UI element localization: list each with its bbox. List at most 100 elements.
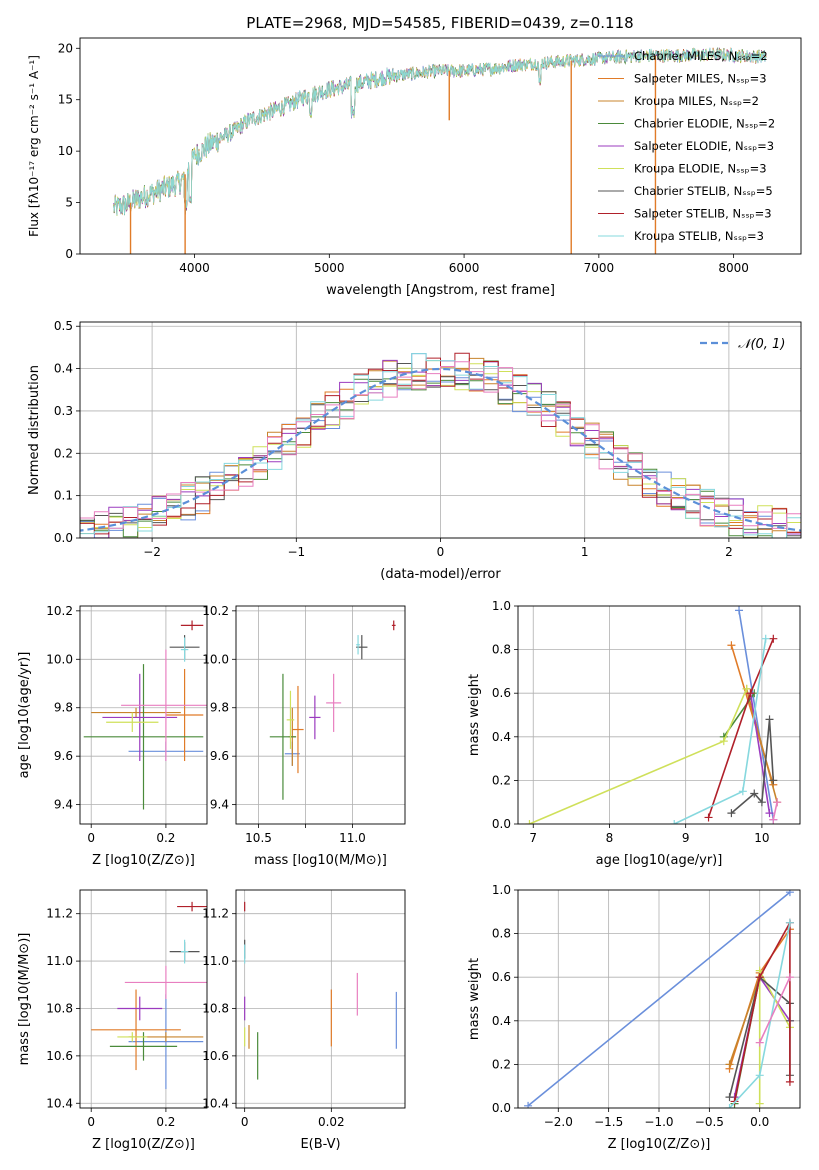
y-tick-label: 0	[65, 247, 73, 261]
weight-series	[738, 610, 775, 820]
y-tick-label: 0.3	[54, 404, 73, 418]
y-axis-label: mass weight	[467, 674, 482, 756]
y-tick-label: 0.2	[492, 1057, 511, 1071]
y-tick-label: 9.8	[210, 701, 229, 715]
errorbars	[83, 620, 207, 810]
weight-marker	[755, 973, 764, 982]
histogram-steps	[80, 352, 801, 538]
errorbars	[91, 901, 207, 1090]
weight-marker	[750, 789, 759, 798]
y-tick-label: 10.8	[46, 1001, 73, 1015]
legend-label: Kroupa STELIB, Nₛₛₚ=3	[634, 229, 764, 243]
age-vs-metallicity-panel: 0 0.2 9.4 9.6 9.8 10.0 10.2 Z [log10(Z/Z⊙)] age …	[17, 604, 208, 868]
weight-marker	[525, 820, 534, 824]
x-tick-label: −1.0	[644, 1115, 673, 1129]
weight-series	[527, 891, 791, 1107]
mass-vs-metallicity-panel: 0 0.2 10.4 10.6 10.8 11.0 11.2 Z [log10(Z/Z⊙)] m…	[17, 889, 208, 1152]
weight-marker	[769, 776, 778, 785]
weight-marker	[755, 1038, 764, 1047]
weight-marker	[785, 918, 794, 927]
weight-marker	[738, 787, 747, 796]
weight-vs-metallicity-panel: −2.0 −1.5 −1.0 −0.5 0.0 0.0 0.2 0.4 0.6 0.8 1.0 Z […	[467, 883, 801, 1152]
x-tick-label: 5000	[314, 261, 345, 275]
x-tick-label: 0.02	[318, 1115, 345, 1129]
errorbars	[244, 901, 397, 1080]
y-tick-label: 0.4	[492, 730, 511, 744]
y-tick-label: 10.8	[202, 1001, 229, 1015]
weight-series	[529, 688, 748, 824]
weight-series	[772, 802, 778, 820]
y-tick-label: 20	[58, 41, 73, 55]
weight-marker	[755, 1071, 764, 1080]
legend-label: Chabrier MILES, Nₛₛₚ=2	[634, 49, 768, 63]
y-tick-label: 1.0	[492, 599, 511, 613]
y-tick-label: 5	[65, 196, 73, 210]
y-tick-label: 10.0	[202, 652, 229, 666]
x-tick-label: 0.2	[156, 831, 175, 845]
weight-marker	[773, 798, 782, 807]
x-tick-label: 0	[241, 1115, 249, 1129]
y-axis-label: Flux [fλ10⁻¹⁷ erg cm⁻² s⁻¹ A⁻¹]	[27, 55, 41, 237]
y-tick-label: 9.4	[54, 798, 73, 812]
y-tick-label: 10.4	[46, 1096, 73, 1110]
legend-label: Chabrier STELIB, Nₛₛₚ=5	[634, 184, 773, 198]
weight-marker	[757, 798, 766, 807]
weight-marker	[725, 1104, 734, 1108]
axes-frame	[517, 889, 801, 1109]
x-axis-label: E(B-V)	[300, 1137, 340, 1152]
spectrum-lines	[113, 46, 767, 254]
weight-series	[749, 693, 771, 814]
y-tick-label: 0.2	[492, 773, 511, 787]
y-tick-label: 11.0	[46, 954, 73, 968]
x-tick-label: 10.5	[245, 831, 272, 845]
y-axis-label: mass [log10(M/M⊙)]	[17, 933, 32, 1066]
y-tick-label: 10.0	[46, 652, 73, 666]
legend-label: 𝒩(0, 1)	[738, 337, 785, 352]
x-tick-label: 4000	[179, 261, 210, 275]
x-tick-label: −1	[287, 545, 305, 559]
y-tick-label: 0.0	[492, 1101, 511, 1115]
legend-label: Salpeter MILES, Nₛₛₚ=3	[634, 72, 767, 86]
weight-series	[745, 688, 778, 803]
y-axis-label: age [log10(age/yr)]	[17, 652, 32, 779]
weight-series	[728, 976, 761, 1065]
weight-marker	[769, 634, 778, 643]
y-tick-label: 15	[58, 93, 73, 107]
weight-marker	[719, 737, 728, 746]
y-tick-label: 0.6	[492, 970, 511, 984]
x-axis-label: mass [log10(M/M⊙)]	[254, 853, 387, 868]
x-tick-label: 8	[606, 831, 614, 845]
weight-marker	[704, 813, 713, 822]
y-tick-label: 10.4	[202, 1096, 229, 1110]
legend-label: Chabrier ELODIE, Nₛₛₚ=2	[634, 117, 775, 131]
y-axis-label: mass weight	[467, 958, 482, 1040]
y-tick-label: 11.2	[202, 907, 229, 921]
y-tick-label: 10.6	[202, 1049, 229, 1063]
x-tick-label: −2	[143, 545, 161, 559]
y-tick-label: 0.8	[492, 643, 511, 657]
mass-vs-extinction-panel: 0 0.02 10.4 10.6 10.8 11.0 11.2 E(B-V)	[202, 889, 406, 1152]
y-tick-label: 0.1	[54, 489, 73, 503]
x-axis-label: Z [log10(Z/Z⊙)]	[608, 1137, 711, 1152]
x-tick-label: 8000	[718, 261, 749, 275]
y-tick-label: 10.6	[46, 1049, 73, 1063]
axes-frame	[79, 889, 208, 1109]
spectrum-panel: 4000 5000 6000 7000 8000 0 5 10 15 20 wavelength […	[27, 37, 802, 298]
x-tick-label: −0.5	[695, 1115, 724, 1129]
y-tick-label: 11.0	[202, 954, 229, 968]
y-tick-label: 10.2	[46, 604, 73, 618]
weight-marker	[725, 1093, 734, 1102]
x-axis-label: Z [log10(Z/Z⊙)]	[92, 1137, 195, 1152]
weight-marker	[765, 809, 774, 818]
legend-label: Salpeter STELIB, Nₛₛₚ=3	[634, 207, 772, 221]
weight-vs-age-panel: 7 8 9 10 0.0 0.2 0.4 0.6 0.8 1.0 age [log10(age/yr…	[467, 599, 801, 868]
x-tick-label: 11.0	[339, 831, 366, 845]
x-axis-label: age [log10(age/yr)]	[596, 853, 723, 868]
y-tick-label: 0.4	[54, 362, 73, 376]
weight-lines	[525, 606, 782, 824]
spectrum-series	[113, 47, 767, 216]
x-tick-label: 0	[437, 545, 445, 559]
axes-frame	[79, 37, 802, 255]
weight-marker	[727, 809, 736, 818]
